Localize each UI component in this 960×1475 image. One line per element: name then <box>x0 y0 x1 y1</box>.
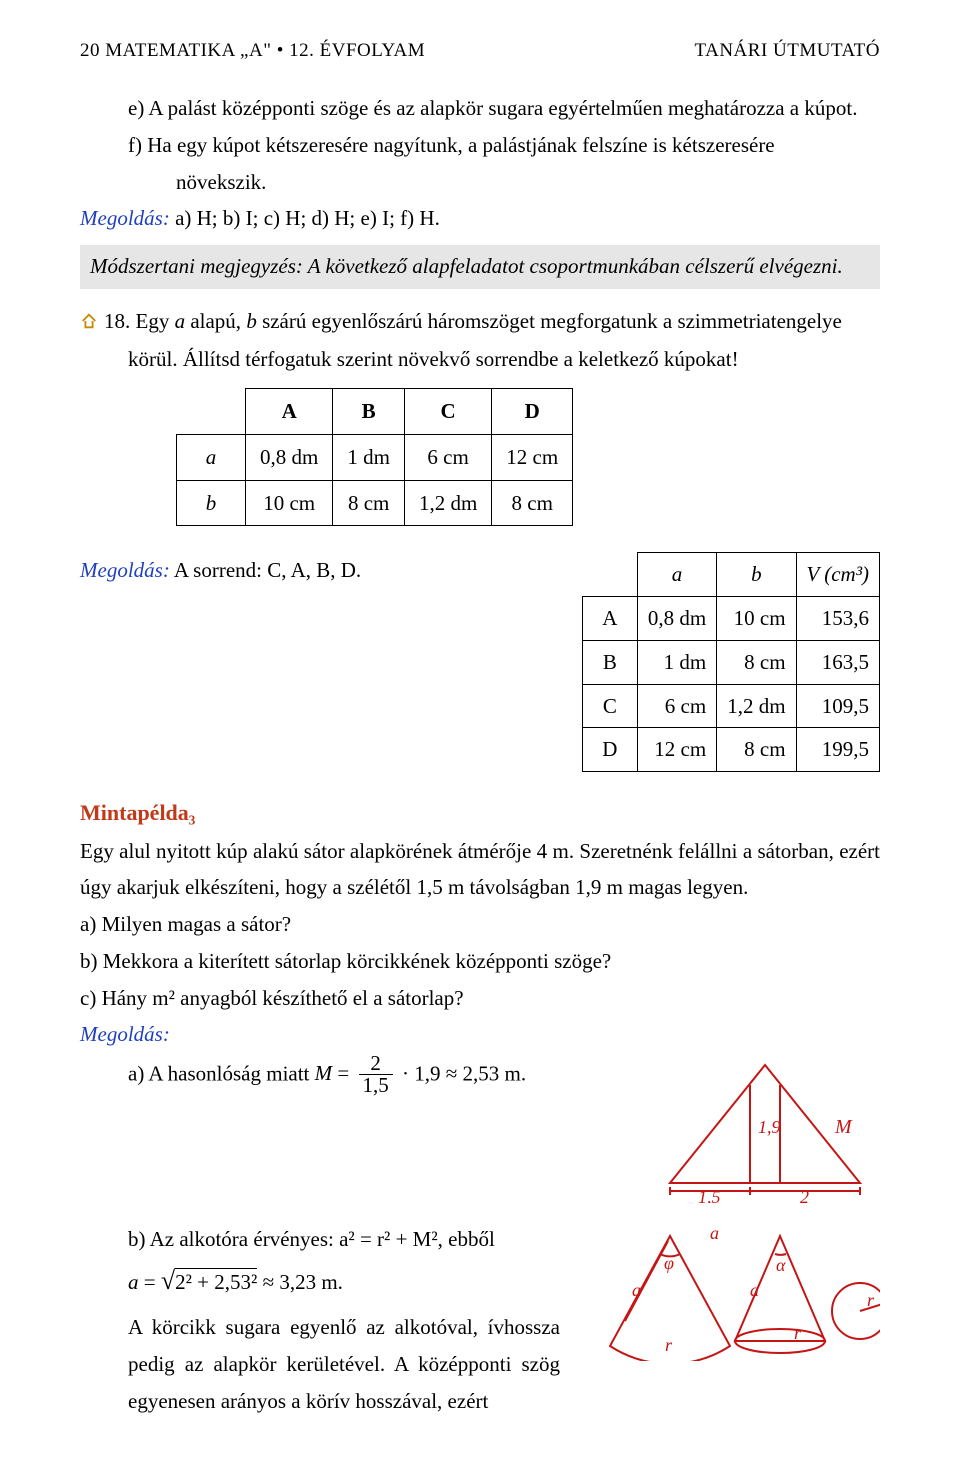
t1-r0-label: a <box>177 434 246 480</box>
header-left: 20 MATEMATIKA „A" • 12. ÉVFOLYAM <box>80 40 425 62</box>
table-row: a 0,8 dm 1 dm 6 cm 12 cm <box>177 434 573 480</box>
t1-r0-c0: 0,8 dm <box>246 434 333 480</box>
t1-r0-c3: 12 cm <box>492 434 573 480</box>
q18-part-b: alapú, <box>185 309 246 333</box>
sol-b-line1: b) Az alkotóra érvényes: a² = r² + M², e… <box>128 1221 560 1258</box>
q18-part-a: 18. Egy <box>104 309 175 333</box>
solution-2-text: A sorrend: C, A, B, D. <box>170 558 361 582</box>
t1-r0-c2: 6 cm <box>404 434 491 480</box>
tri-label-m: M <box>834 1116 853 1138</box>
q18-var-b: b <box>246 309 257 333</box>
item-f-line2: növekszik. <box>176 164 880 201</box>
header-right: TANÁRI ÚTMUTATÓ <box>695 40 880 62</box>
tri-label-19: 1,9 <box>758 1117 781 1137</box>
triangle-diagram: 1,9 M 1,5 2 <box>650 1053 880 1203</box>
t1-r1-c0: 10 cm <box>246 480 333 526</box>
t2-r1-l: B <box>582 640 637 684</box>
sec-r1: r <box>665 1335 673 1355</box>
q18-line2: körül. Állítsd térfogatuk szerint növekv… <box>128 341 880 378</box>
solution-2-label: Megoldás: <box>80 558 170 582</box>
t1-col-a: A <box>246 389 333 435</box>
item-e: e) A palást középponti szöge és az alapk… <box>128 90 880 127</box>
house-icon <box>80 305 98 342</box>
t2-r1-3: 163,5 <box>796 640 879 684</box>
t2-r2-1: 6 cm <box>637 684 716 728</box>
t2-r2-3: 109,5 <box>796 684 879 728</box>
solution-1-label: Megoldás: <box>80 206 170 230</box>
example-qa: a) Milyen magas a sátor? <box>80 906 880 943</box>
t1-r1-c1: 8 cm <box>333 480 405 526</box>
cone-a: a <box>750 1280 759 1300</box>
sol-a-prefix: a) A hasonlóság miatt <box>128 1061 315 1085</box>
example-title: Mintapélda₃ <box>80 794 880 833</box>
example-sol-label: Megoldás: <box>80 1016 880 1053</box>
t2-r2-l: C <box>582 684 637 728</box>
method-note: Módszertani megjegyzés: A következő alap… <box>80 245 880 289</box>
example-p1: Egy alul nyitott kúp alakú sátor alapkör… <box>80 833 880 907</box>
t1-r0-c1: 1 dm <box>333 434 405 480</box>
example-qb: b) Mekkora a kiterített sátorlap körcikk… <box>80 943 880 980</box>
t2-r1-1: 1 dm <box>637 640 716 684</box>
q18-part-c: szárú egyenlőszárú háromszöget megforgat… <box>257 309 842 333</box>
t1-r1-c3: 8 cm <box>492 480 573 526</box>
table-row: D 12 cm 8 cm 199,5 <box>582 728 879 772</box>
sector-diagram: φ a a r a α r r <box>580 1221 880 1361</box>
table-row: B 1 dm 8 cm 163,5 <box>582 640 879 684</box>
t2-h-v: V (cm³) <box>796 553 879 597</box>
t2-r0-l: A <box>582 597 637 641</box>
page-header: 20 MATEMATIKA „A" • 12. ÉVFOLYAM TANÁRI … <box>80 40 880 62</box>
t2-r0-3: 153,6 <box>796 597 879 641</box>
t2-h-a: a <box>637 553 716 597</box>
sol-b-line2: a = √2² + 2,53² ≈ 3,23 m. <box>128 1258 560 1304</box>
solution-1: Megoldás: a) H; b) I; c) H; d) H; e) I; … <box>80 200 880 237</box>
t2-r3-l: D <box>582 728 637 772</box>
t2-r3-3: 199,5 <box>796 728 879 772</box>
t1-r1-c2: 1,2 dm <box>404 480 491 526</box>
cone-alpha: α <box>776 1255 786 1275</box>
solution-1-text: a) H; b) I; c) H; d) H; e) I; f) H. <box>170 206 440 230</box>
sec-a2: a <box>710 1223 719 1243</box>
sol-b-line3: A körcikk sugara egyenlő az alkotóval, í… <box>128 1309 560 1419</box>
data-table-2: a b V (cm³) A 0,8 dm 10 cm 153,6 B 1 dm … <box>582 552 880 772</box>
circle-r: r <box>867 1290 875 1310</box>
solution-a: a) A hasonlóság miatt M = 21,5 · 1,9 ≈ 2… <box>128 1053 630 1098</box>
sec-phi: φ <box>664 1253 674 1273</box>
t1-col-c: C <box>404 389 491 435</box>
table-row: C 6 cm 1,2 dm 109,5 <box>582 684 879 728</box>
cone-r: r <box>794 1323 802 1343</box>
t1-col-b: B <box>333 389 405 435</box>
q18-var-a: a <box>175 309 186 333</box>
t2-r0-2: 10 cm <box>717 597 796 641</box>
t1-col-d: D <box>492 389 573 435</box>
tri-label-2: 2 <box>800 1187 809 1203</box>
t1-r1-label: b <box>177 480 246 526</box>
t2-h-b: b <box>717 553 796 597</box>
table-row: A 0,8 dm 10 cm 153,6 <box>582 597 879 641</box>
example-qc: c) Hány m² anyagból készíthető el a sáto… <box>80 980 880 1017</box>
t2-r0-1: 0,8 dm <box>637 597 716 641</box>
table-row: b 10 cm 8 cm 1,2 dm 8 cm <box>177 480 573 526</box>
t2-r1-2: 8 cm <box>717 640 796 684</box>
question-18: 18. Egy a alapú, b szárú egyenlőszárú há… <box>80 303 880 342</box>
tri-label-15: 1,5 <box>698 1187 721 1203</box>
t2-r2-2: 1,2 dm <box>717 684 796 728</box>
data-table-1: A B C D a 0,8 dm 1 dm 6 cm 12 cm b 10 cm… <box>176 388 573 526</box>
sec-a1: a <box>632 1280 641 1300</box>
t2-r3-2: 8 cm <box>717 728 796 772</box>
item-f-line1: f) Ha egy kúpot kétszeresére nagyítunk, … <box>128 127 880 164</box>
t2-r3-1: 12 cm <box>637 728 716 772</box>
sol-a-mid: · 1,9 ≈ 2,53 m. <box>397 1061 526 1085</box>
